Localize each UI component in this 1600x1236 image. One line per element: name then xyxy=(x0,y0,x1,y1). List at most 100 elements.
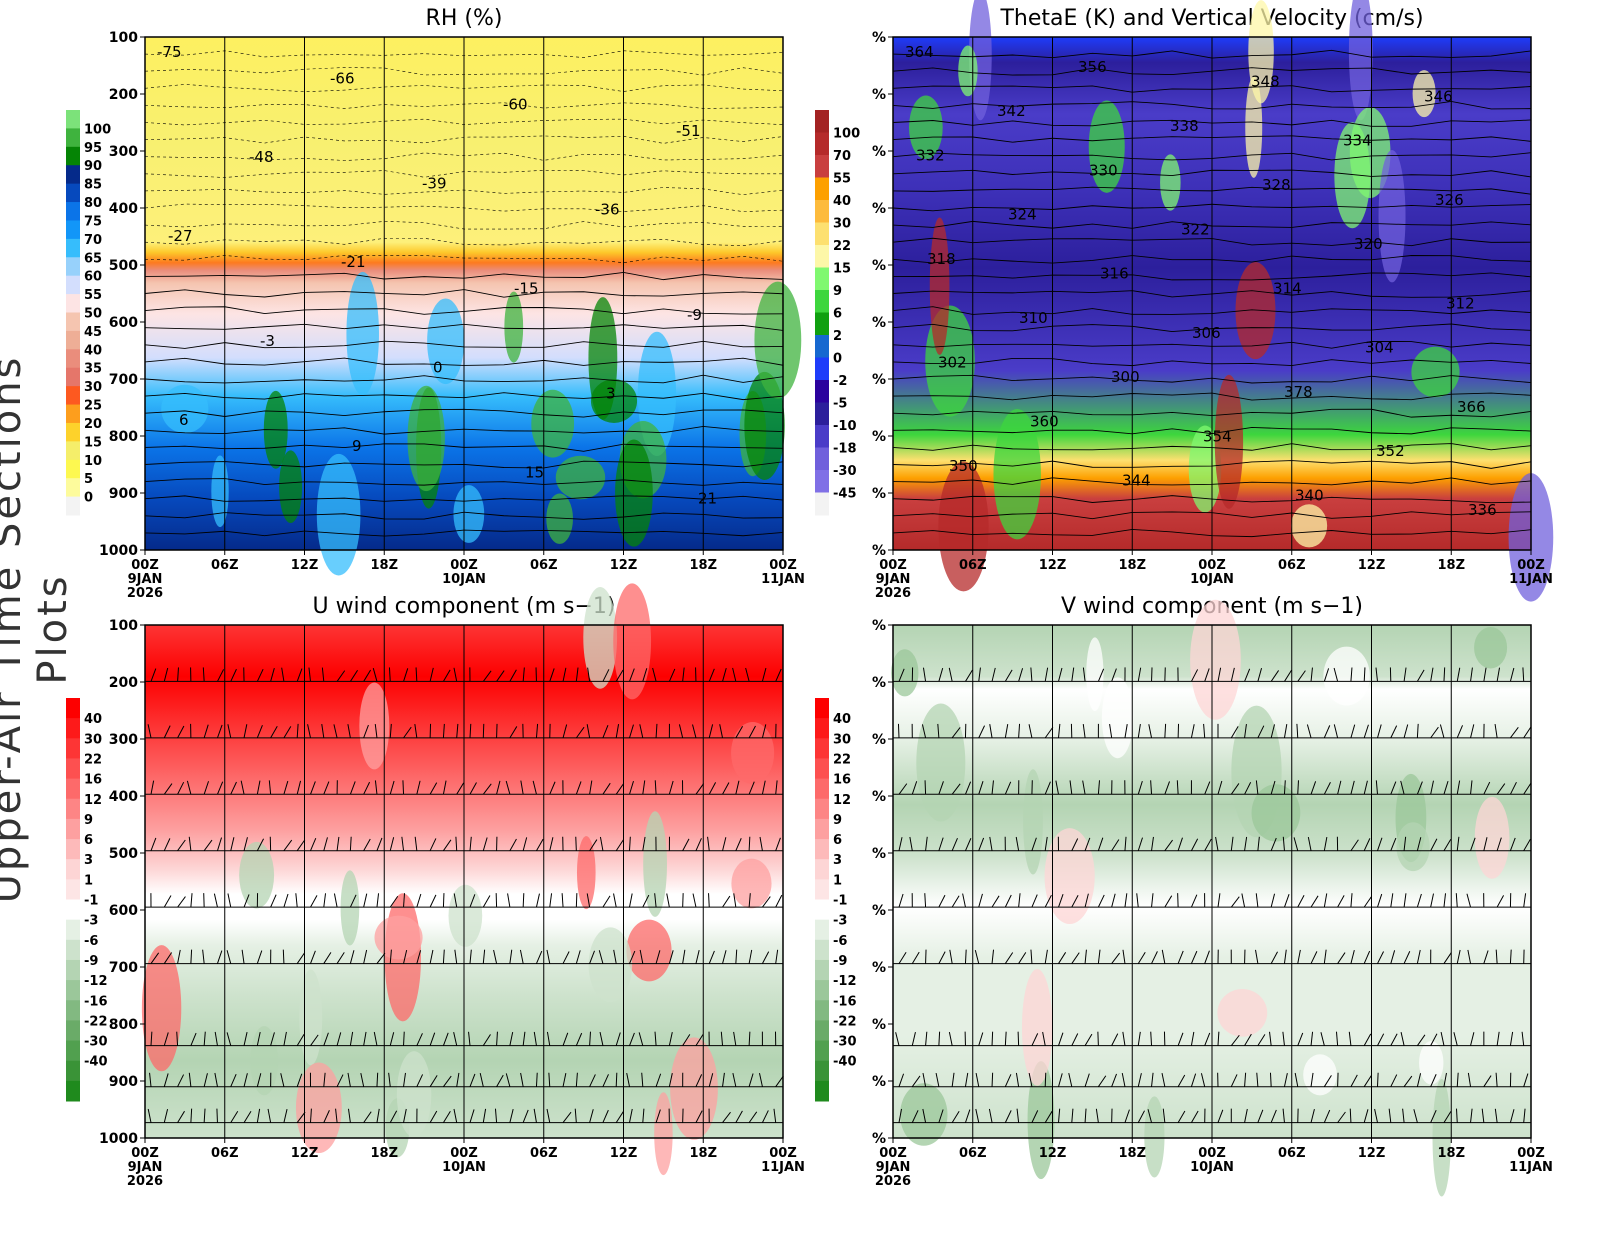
wind-barb xyxy=(493,949,498,964)
wind-barb xyxy=(401,836,405,851)
wind-barb xyxy=(629,1108,633,1123)
wind-barb xyxy=(1496,837,1502,851)
wind-barb xyxy=(388,667,391,682)
wind-barb xyxy=(1257,1109,1264,1123)
wind-barb xyxy=(615,839,624,851)
wind-barb xyxy=(1402,1108,1405,1123)
y-tick-label: % xyxy=(872,1074,886,1090)
wind-barb xyxy=(535,1072,538,1087)
wind-barb xyxy=(1137,1110,1145,1123)
field-patch xyxy=(1214,374,1244,509)
wind-barb xyxy=(1443,838,1452,851)
wind-barb xyxy=(376,837,383,851)
wind-barb xyxy=(1177,837,1183,851)
wind-barb xyxy=(1430,1033,1438,1046)
wind-barb xyxy=(1151,1072,1154,1087)
colorbar-label: 22 xyxy=(84,752,102,767)
wind-barb xyxy=(1470,1108,1473,1123)
wind-barb xyxy=(374,780,378,795)
wind-barb xyxy=(403,726,412,739)
wind-barb xyxy=(1523,1108,1526,1123)
wind-barb xyxy=(1363,950,1371,964)
wind-barb xyxy=(1058,894,1064,908)
colorbar-label: 40 xyxy=(833,712,851,727)
colorbar-label: 6 xyxy=(833,307,842,322)
wind-barb xyxy=(1521,1031,1525,1046)
wind-barb xyxy=(922,1108,927,1123)
contour-label: 21 xyxy=(698,490,717,508)
wind-barb xyxy=(1270,780,1276,795)
wind-barb xyxy=(1416,669,1425,682)
wind-barb xyxy=(575,726,585,739)
colorbar-label: 12 xyxy=(833,793,851,808)
colorbar-label: 25 xyxy=(84,399,102,414)
wind-barb xyxy=(227,724,232,738)
wind-barb xyxy=(1018,952,1027,964)
x-tick-label: 06Z xyxy=(959,1146,987,1161)
chart-panel-4: V wind component (m s−1)%%%%%%%%%%00Z9JA… xyxy=(815,594,1553,1197)
wind-barb xyxy=(323,893,327,908)
field-patch xyxy=(615,439,653,547)
wind-barb xyxy=(416,893,422,908)
colorbar-box xyxy=(66,312,80,332)
wind-barb xyxy=(163,1073,169,1087)
contour-label: 332 xyxy=(916,146,945,164)
y-tick-label: % xyxy=(872,201,886,217)
wind-barb xyxy=(1466,893,1472,908)
field-patch xyxy=(1396,822,1430,872)
wind-barb xyxy=(190,893,193,908)
colorbar-box xyxy=(66,980,80,1001)
wind-barb xyxy=(1363,667,1366,682)
colorbar-label: 75 xyxy=(84,214,102,229)
wind-barb xyxy=(1137,1073,1142,1087)
wind-barb xyxy=(546,949,551,964)
y-tick-label: % xyxy=(872,846,886,862)
field-patch xyxy=(891,649,919,697)
wind-barb xyxy=(505,1073,511,1087)
wind-barb xyxy=(177,839,186,852)
wind-barb xyxy=(549,893,553,908)
wind-barb xyxy=(296,723,299,738)
wind-barb xyxy=(1337,895,1345,908)
contour-label: 316 xyxy=(1100,265,1129,283)
wind-barb xyxy=(507,893,511,908)
colorbar-box xyxy=(66,758,80,780)
colorbar-label: 9 xyxy=(84,813,93,828)
wind-barb xyxy=(256,725,263,739)
wind-barb xyxy=(589,1109,594,1123)
wind-barb xyxy=(349,1031,354,1046)
colorbar-box xyxy=(815,380,829,403)
colorbar-box xyxy=(66,778,80,800)
wind-barb xyxy=(147,1108,152,1123)
wind-barb xyxy=(1269,1072,1272,1087)
y-tick-label: % xyxy=(872,372,886,388)
colorbar-label: 2 xyxy=(833,329,842,344)
wind-barb xyxy=(897,723,900,738)
wind-barb xyxy=(230,1110,239,1123)
wind-barb xyxy=(642,894,650,908)
wind-barb xyxy=(1244,1108,1248,1123)
wind-barb xyxy=(1058,723,1061,738)
wind-barb xyxy=(1363,724,1369,739)
wind-barb xyxy=(1244,1033,1252,1046)
wind-barb xyxy=(991,1072,994,1087)
wind-barb xyxy=(376,893,380,908)
field-patch xyxy=(1251,784,1301,842)
wind-barb xyxy=(429,782,438,795)
wind-barb xyxy=(1071,952,1080,964)
wind-barb xyxy=(1495,949,1498,964)
wind-barb xyxy=(1044,894,1052,908)
field-patch xyxy=(938,461,989,592)
wind-barb xyxy=(230,837,235,851)
colorbar-box xyxy=(66,818,80,840)
x-date-label: 9JAN xyxy=(128,572,163,587)
wind-barb xyxy=(482,1108,487,1123)
wind-barb xyxy=(349,950,355,964)
field-patch xyxy=(295,1062,342,1154)
x-date-label: 11JAN xyxy=(761,1160,805,1175)
wind-barb xyxy=(203,1073,208,1087)
wind-barb xyxy=(469,894,476,908)
wind-barb xyxy=(1456,667,1461,682)
colorbar-box xyxy=(815,859,829,880)
wind-barb xyxy=(296,1111,306,1123)
